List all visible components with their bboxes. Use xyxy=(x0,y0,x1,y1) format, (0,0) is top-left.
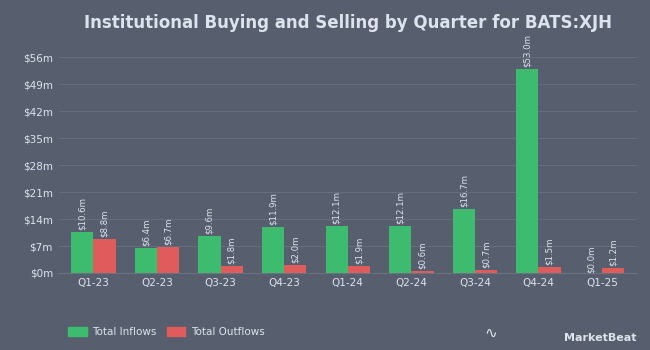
Text: $0.7m: $0.7m xyxy=(482,241,491,268)
Text: $16.7m: $16.7m xyxy=(460,174,468,207)
Bar xyxy=(198,236,220,273)
Text: $0.6m: $0.6m xyxy=(418,241,427,269)
Text: $10.6m: $10.6m xyxy=(78,197,87,230)
Text: $1.2m: $1.2m xyxy=(608,239,618,266)
Bar xyxy=(135,248,157,273)
Text: $12.1m: $12.1m xyxy=(396,191,405,224)
Bar xyxy=(389,226,411,273)
Text: $1.5m: $1.5m xyxy=(545,238,554,265)
Bar xyxy=(348,266,370,273)
Bar xyxy=(602,268,624,273)
Bar xyxy=(262,227,284,273)
Bar xyxy=(157,247,179,273)
Text: $9.6m: $9.6m xyxy=(205,207,214,234)
Bar xyxy=(475,270,497,273)
Text: $11.9m: $11.9m xyxy=(268,193,278,225)
Bar xyxy=(94,239,116,273)
Text: ∿: ∿ xyxy=(484,326,497,341)
Text: $2.0m: $2.0m xyxy=(291,236,300,263)
Bar xyxy=(411,271,434,273)
Text: $53.0m: $53.0m xyxy=(523,34,532,67)
Legend: Total Inflows, Total Outflows: Total Inflows, Total Outflows xyxy=(64,323,268,341)
Text: $6.4m: $6.4m xyxy=(142,219,150,246)
Text: $1.9m: $1.9m xyxy=(354,236,363,264)
Text: $8.8m: $8.8m xyxy=(100,210,109,237)
Bar xyxy=(220,266,243,273)
Bar xyxy=(72,232,94,273)
Text: $6.7m: $6.7m xyxy=(164,218,173,245)
Bar xyxy=(326,226,348,273)
Text: $12.1m: $12.1m xyxy=(332,191,341,224)
Text: ⁠⁠⁠⁠⁠⁠⁠⁠MarketBeat: ⁠⁠⁠⁠⁠⁠⁠⁠MarketBeat xyxy=(564,333,637,343)
Title: Institutional Buying and Selling by Quarter for BATS:XJH: Institutional Buying and Selling by Quar… xyxy=(84,14,612,32)
Bar xyxy=(284,265,306,273)
Bar xyxy=(538,267,561,273)
Bar xyxy=(516,69,538,273)
Bar xyxy=(452,209,475,273)
Text: $0.0m: $0.0m xyxy=(586,245,595,273)
Text: $1.8m: $1.8m xyxy=(227,237,236,264)
